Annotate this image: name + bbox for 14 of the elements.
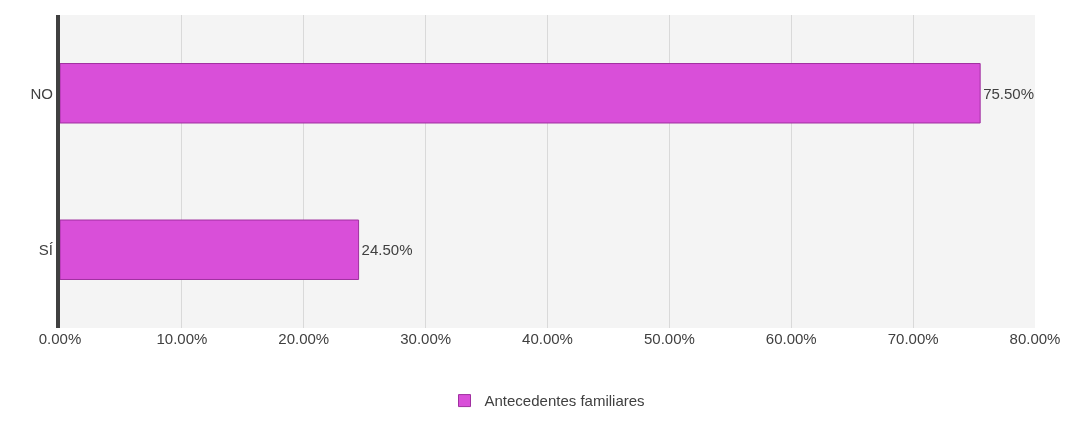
y-tick-label: SÍ bbox=[38, 241, 54, 258]
x-tick-label: 80.00% bbox=[1009, 330, 1061, 347]
x-tick-label: 10.00% bbox=[156, 330, 208, 347]
x-tick-label: 20.00% bbox=[278, 330, 330, 347]
data-label: 24.50% bbox=[361, 241, 413, 259]
data-label: 75.50% bbox=[983, 84, 1035, 102]
x-tick-label: 50.00% bbox=[643, 330, 695, 347]
x-tick-label: 30.00% bbox=[400, 330, 452, 347]
x-tick-label: 40.00% bbox=[522, 330, 573, 347]
y-tick-label: NO bbox=[30, 84, 53, 102]
x-tick-label: 70.00% bbox=[887, 330, 939, 347]
x-tick-label: 60.00% bbox=[765, 330, 817, 347]
x-tick-label: 0.00% bbox=[38, 330, 82, 347]
legend-label: Antecedentes familiares bbox=[484, 392, 645, 410]
